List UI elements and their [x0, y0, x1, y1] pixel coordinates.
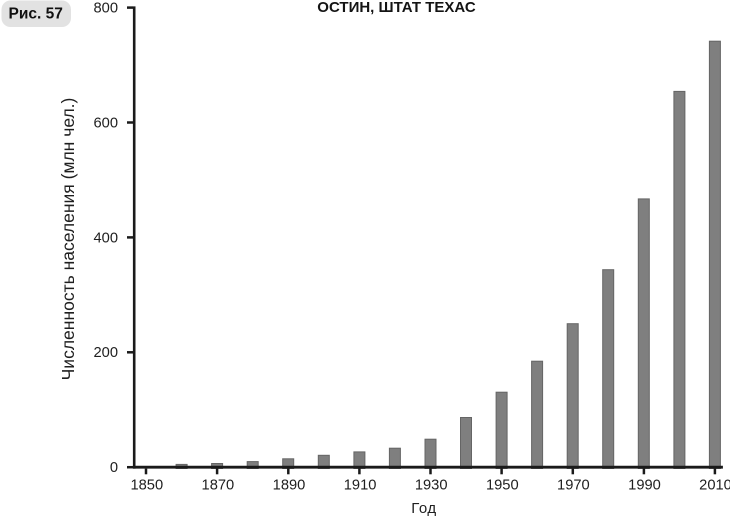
- svg-text:2010: 2010: [699, 478, 730, 494]
- svg-text:0: 0: [110, 460, 118, 476]
- svg-text:1890: 1890: [273, 478, 306, 494]
- svg-text:1850: 1850: [130, 478, 163, 494]
- svg-text:ОСТИН, ШТАТ ТЕХАС: ОСТИН, ШТАТ ТЕХАС: [317, 0, 476, 16]
- svg-text:1930: 1930: [415, 478, 448, 494]
- svg-text:1910: 1910: [344, 478, 377, 494]
- svg-text:Год: Год: [411, 500, 436, 516]
- svg-text:1990: 1990: [628, 478, 661, 494]
- svg-text:200: 200: [93, 345, 118, 361]
- svg-text:1970: 1970: [557, 478, 590, 494]
- svg-text:Численность населения (млн чел: Численность населения (млн чел.): [58, 98, 78, 381]
- svg-text:600: 600: [93, 115, 118, 131]
- svg-text:1950: 1950: [486, 478, 519, 494]
- svg-text:400: 400: [93, 230, 118, 246]
- svg-text:1870: 1870: [202, 478, 235, 494]
- svg-text:Рис. 57: Рис. 57: [9, 6, 63, 23]
- svg-text:800: 800: [93, 1, 118, 17]
